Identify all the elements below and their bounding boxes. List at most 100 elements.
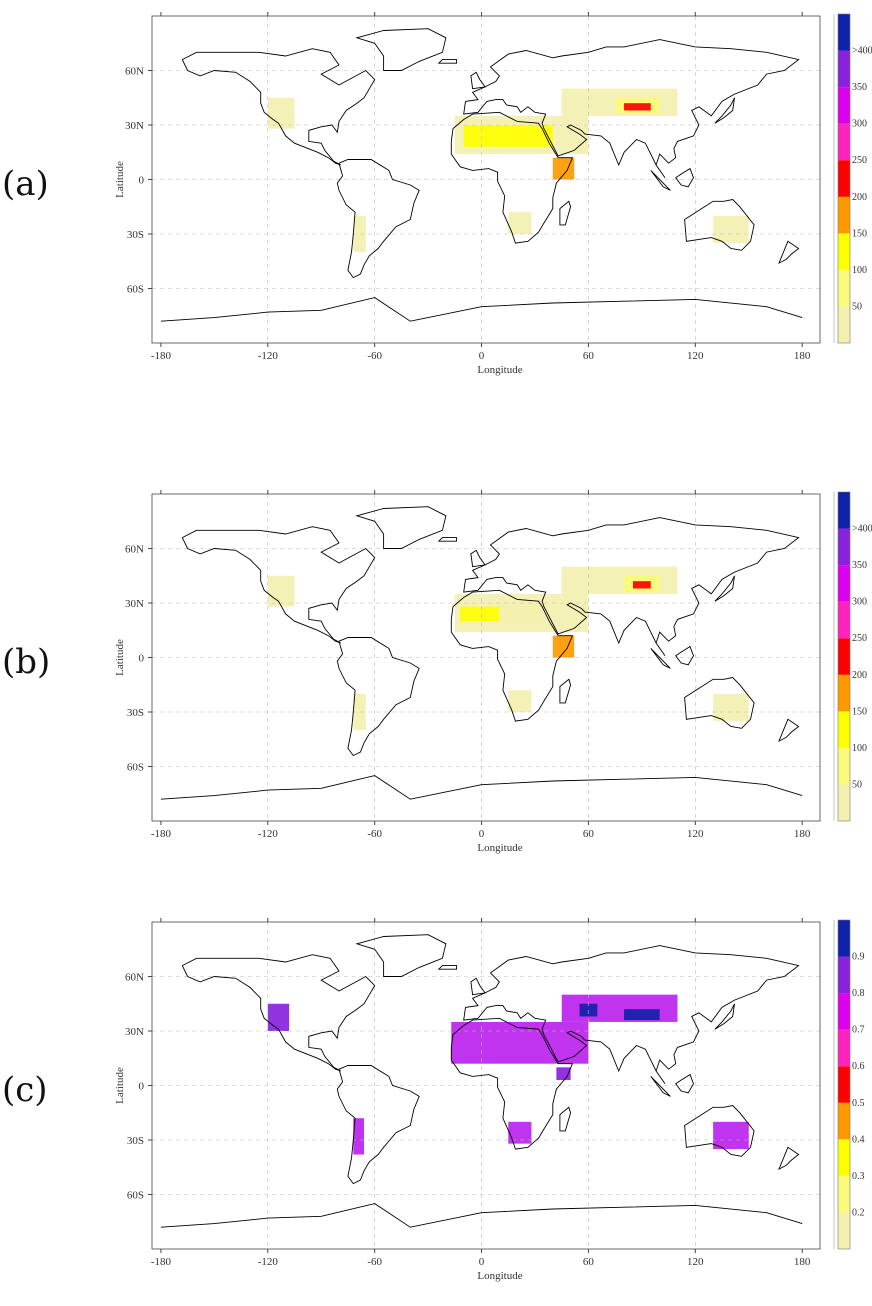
colorbar-label-6: 350 (852, 560, 867, 571)
colorbar-frame (837, 919, 851, 1250)
colorbar-label-6: 0.8 (852, 988, 865, 999)
map-panel-a: (a) -180 -120 -60 0 60 120 180 60N 30N 0 30S 60S Lon… (0, 0, 872, 400)
data-region-10 (632, 581, 651, 589)
colorbar-swatch-0 (838, 1212, 850, 1249)
lat-tick-label-1: 30N (125, 1026, 144, 1038)
lon-tick-label-0: -180 (151, 1256, 172, 1268)
coastline-7 (470, 71, 486, 90)
lon-tick-label-3: 0 (479, 350, 485, 362)
data-region-8 (552, 157, 575, 180)
coastline-8 (559, 678, 572, 704)
colorbar-swatch-8 (838, 920, 850, 957)
coastline-5 (684, 677, 755, 729)
coastline-1 (355, 506, 447, 549)
coastline-0 (181, 48, 376, 166)
colorbar-label-4: 0.6 (852, 1061, 865, 1072)
data-region-3 (561, 566, 678, 594)
gridlines (152, 16, 820, 343)
lon-tick-label-1: -120 (258, 1256, 279, 1268)
data-region-2 (460, 606, 500, 622)
colorbar-swatch-7 (838, 50, 850, 88)
coastline-3 (450, 111, 574, 244)
colorbar-swatch-4 (838, 638, 850, 675)
colorbar-label-5: 300 (852, 597, 867, 608)
map-background (152, 16, 820, 343)
colorbar-frame (837, 13, 851, 344)
colorbar-label-7: >400 (852, 46, 872, 57)
lon-tick-label-2: -60 (367, 1256, 382, 1268)
coastline-9 (714, 1003, 735, 1030)
coastline-2 (336, 1065, 420, 1185)
lon-tick-label-6: 180 (794, 828, 811, 840)
data-region-2 (624, 1009, 660, 1021)
coastlines (160, 506, 803, 800)
coastline-7 (470, 977, 486, 996)
coastline-2 (336, 637, 420, 757)
colorbar-label-4: 250 (852, 155, 867, 166)
lon-tick-label-0: -180 (151, 828, 172, 840)
colorbar-swatch-6 (838, 993, 850, 1030)
lat-tick-label-1: 30N (125, 120, 144, 132)
colorbar-swatch-2 (838, 711, 850, 748)
lon-tick-label-4: 60 (583, 350, 595, 362)
colorbar-label-2: 150 (852, 228, 867, 239)
data-region-7 (353, 215, 366, 253)
coastline-13 (437, 537, 458, 542)
coastline-10 (675, 645, 694, 666)
colorbar-swatch-6 (838, 565, 850, 602)
coastline-7 (470, 549, 486, 568)
lat-tick-label-4: 60S (127, 1190, 144, 1202)
coastline-4 (463, 945, 800, 1084)
colorbar-label-5: 0.7 (852, 1025, 865, 1036)
colorbar-swatch-4 (838, 160, 850, 197)
lon-tick-label-2: -60 (367, 828, 382, 840)
colorbar: 50 100 150 200 250 300 350 >400 (833, 13, 872, 344)
data-region-0 (451, 1021, 589, 1064)
coastline-10 (675, 1073, 694, 1094)
panel-label-a: (a) (2, 164, 49, 204)
coastline-8 (559, 1106, 572, 1132)
data-region-4 (267, 97, 295, 129)
colorbar-label-4: 250 (852, 633, 867, 644)
coastline-6 (160, 1203, 803, 1228)
lat-tick-label-3: 30S (127, 707, 144, 719)
colorbar-swatch-1 (838, 269, 850, 307)
data-region-5 (267, 575, 295, 607)
lon-tick-label-4: 60 (583, 1256, 595, 1268)
colorbar-label-5: 300 (852, 119, 867, 130)
coastline-6 (160, 297, 803, 322)
coastline-0 (181, 526, 376, 644)
colorbar-label-7: 0.9 (852, 952, 865, 963)
data-region-8 (353, 693, 366, 731)
coastline-4 (463, 39, 800, 178)
coastline-3 (450, 589, 574, 722)
map-panel-b: (b) -180 -120 -60 0 60 120 180 60N 30N 0 30S 60S Lon… (0, 478, 872, 878)
coastline-9 (714, 575, 735, 602)
gridlines (152, 922, 820, 1249)
x-axis-title: Longitude (477, 1270, 522, 1282)
data-region-7 (353, 1118, 364, 1155)
coastline-3 (450, 1017, 574, 1150)
coastlines (160, 934, 803, 1228)
coastline-4 (463, 517, 800, 656)
colorbar-label-2: 150 (852, 706, 867, 717)
colorbar-swatch-0 (838, 306, 850, 343)
colorbar-label-1: 100 (852, 743, 867, 754)
lon-tick-label-5: 120 (687, 828, 704, 840)
map-figure-b: -180 -120 -60 0 60 120 180 60N 30N 0 30S 60S Longitu… (114, 490, 872, 854)
map-background (152, 494, 820, 821)
data-region-1 (561, 994, 678, 1022)
colorbar-swatch-3 (838, 1102, 850, 1140)
colorbar-label-6: 350 (852, 82, 867, 93)
coastline-13 (437, 59, 458, 64)
colorbar-swatch-5 (838, 1029, 850, 1067)
panel-label-c: (c) (2, 1070, 48, 1110)
lat-tick-label-0: 60N (125, 66, 144, 78)
panel-label-b: (b) (2, 642, 51, 682)
colorbar: 0.2 0.3 0.4 0.5 0.6 0.7 0.8 0.9 (833, 919, 865, 1250)
data-region-4 (267, 1003, 290, 1031)
data-regions (267, 566, 749, 731)
coastline-6 (160, 775, 803, 800)
lon-tick-label-0: -180 (151, 350, 172, 362)
colorbar-label-2: 0.4 (852, 1134, 865, 1145)
